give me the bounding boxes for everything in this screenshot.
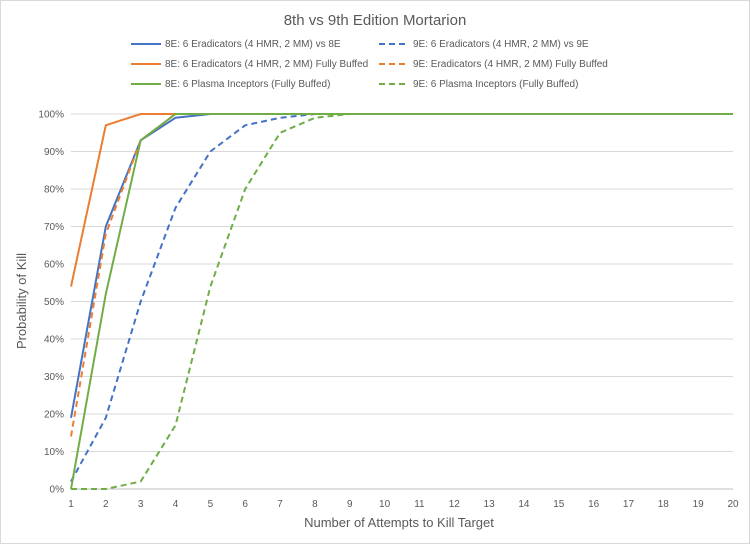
x-tick-label: 2 [103,499,109,510]
y-tick-label: 40% [44,335,64,346]
x-tick-label: 14 [518,499,530,510]
x-tick-label: 5 [208,499,214,510]
y-tick-label: 30% [44,372,64,383]
x-tick-label: 3 [138,499,144,510]
x-tick-label: 17 [623,499,635,510]
series-layer [70,113,733,490]
legend-label: 8E: 6 Plasma Inceptors (Fully Buffed) [165,79,330,90]
x-tick-label: 18 [658,499,670,510]
legend-label: 9E: 6 Eradicators (4 HMR, 2 MM) vs 9E [413,39,589,50]
y-tick-label: 80% [44,185,64,196]
y-tick-label: 100% [38,110,64,121]
x-tick-label: 4 [173,499,179,510]
y-tick-label: 70% [44,222,64,233]
y-tick-label: 90% [44,147,64,158]
gridlines [71,113,733,490]
x-tick-label: 12 [449,499,461,510]
series-line-1 [70,113,733,418]
series-line-4 [70,113,733,437]
x-tick-label: 9 [347,499,353,510]
x-tick-label: 6 [242,499,248,510]
x-tick-label: 20 [727,499,739,510]
y-tick-label: 60% [44,260,64,271]
x-tick-label: 7 [277,499,283,510]
x-tick-label: 16 [588,499,600,510]
series-line-3 [70,113,733,287]
legend-label: 9E: 6 Plasma Inceptors (Fully Buffed) [413,79,578,90]
x-tick-label: 19 [693,499,705,510]
legend-label: 9E: Eradicators (4 HMR, 2 MM) Fully Buff… [413,59,608,70]
chart-title: 8th vs 9th Edition Mortarion [284,12,467,29]
legend-label: 8E: 6 Eradicators (4 HMR, 2 MM) Fully Bu… [165,59,368,70]
x-axis-ticks: 1 2 3 4 5 6 7 8 9 10 11 12 13 14 15 16 17 18 19 20 [68,499,739,510]
y-axis-label: Probability of Kill [14,253,29,349]
y-axis-ticks: 0% 10% 20% 30% 40% 50% 60% 70% 80% 90% 100% [38,110,64,496]
x-tick-label: 10 [379,499,391,510]
series-line-6 [71,113,733,490]
y-tick-label: 0% [50,485,65,496]
y-tick-label: 10% [44,447,64,458]
x-axis-label: Number of Attempts to Kill Target [304,515,494,530]
x-tick-label: 8 [312,499,318,510]
series-line-2 [70,113,733,482]
y-tick-label: 20% [44,410,64,421]
legend-label: 8E: 6 Eradicators (4 HMR, 2 MM) vs 8E [165,39,341,50]
x-tick-label: 11 [414,499,425,510]
y-tick-label: 50% [44,297,64,308]
x-tick-label: 1 [68,499,74,510]
legend: 8E: 6 Eradicators (4 HMR, 2 MM) vs 8E 9E:… [131,39,608,90]
x-tick-label: 13 [484,499,496,510]
x-tick-label: 15 [553,499,565,510]
